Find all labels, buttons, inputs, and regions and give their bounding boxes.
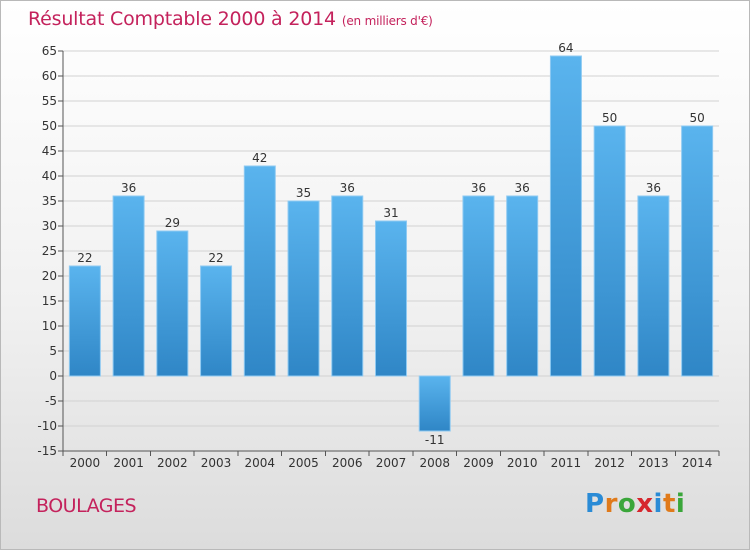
y-tick-label: 50 — [42, 119, 57, 133]
logo-letter: x — [636, 489, 654, 519]
y-tick-label: 10 — [42, 319, 57, 333]
y-tick-label: -5 — [45, 394, 57, 408]
data-label-2009: 36 — [471, 181, 486, 195]
bar-2013 — [637, 195, 670, 377]
data-label-2010: 36 — [515, 181, 530, 195]
x-tick-label-2000: 2000 — [70, 456, 101, 470]
data-label-2000: 22 — [77, 251, 92, 265]
y-tick-label: 65 — [42, 44, 57, 58]
bar-2004 — [243, 165, 276, 377]
chart-title-main: Résultat Comptable 2000 à 2014 — [28, 8, 336, 30]
logo-letter: P — [585, 489, 605, 519]
data-label-2003: 22 — [208, 251, 223, 265]
y-tick-label: 5 — [49, 344, 57, 358]
bar-2003 — [200, 265, 233, 377]
x-tick-label-2013: 2013 — [638, 456, 669, 470]
logo-letter: r — [604, 489, 618, 519]
x-tick-label-2008: 2008 — [419, 456, 450, 470]
bar-2011 — [549, 55, 582, 377]
logo-letter: t — [662, 489, 676, 519]
y-axis-ticks: -15 -10 -5 0 5 10 15 20 25 30 35 40 45 50 55 60 65 — [37, 44, 719, 458]
x-tick-label-2010: 2010 — [507, 456, 538, 470]
data-label-2013: 36 — [646, 181, 661, 195]
bar-2012 — [593, 125, 626, 377]
data-label-2008: -11 — [425, 433, 445, 447]
x-tick-label-2012: 2012 — [594, 456, 625, 470]
bar-2008 — [418, 375, 451, 432]
bar-2009 — [462, 195, 495, 377]
y-tick-label: 15 — [42, 294, 57, 308]
data-label-2005: 35 — [296, 186, 311, 200]
y-tick-label: 25 — [42, 244, 57, 258]
data-label-2001: 36 — [121, 181, 136, 195]
y-tick-label: 60 — [42, 69, 57, 83]
bar-2002 — [156, 230, 189, 377]
bar-2014 — [681, 125, 714, 377]
y-tick-label: 40 — [42, 169, 57, 183]
y-tick-label: 30 — [42, 219, 57, 233]
x-tick-label-2005: 2005 — [288, 456, 319, 470]
bar-2005 — [287, 200, 320, 377]
y-tick-label: 45 — [42, 144, 57, 158]
y-tick-label: 0 — [49, 369, 57, 383]
x-axis-ticks: 2000 2001 2002 2003 2004 2005 2006 2007 2008 2009… — [62, 451, 720, 470]
data-labels: 22 36 29 22 42 35 36 31 -11 36 36 64 50 36 50 — [77, 41, 705, 447]
chart-subtitle: (en milliers d'€) — [341, 14, 433, 28]
x-tick-label-2002: 2002 — [157, 456, 188, 470]
logo-letter: i — [653, 489, 663, 519]
data-label-2007: 31 — [383, 206, 398, 220]
data-label-2014: 50 — [689, 111, 704, 125]
y-tick-label: 55 — [42, 94, 57, 108]
data-label-2006: 36 — [340, 181, 355, 195]
x-tick-label-2011: 2011 — [551, 456, 582, 470]
y-tick-label: -10 — [37, 419, 57, 433]
chart-title: Résultat Comptable 2000 à 2014 (en millie… — [28, 8, 433, 30]
y-tick-label: -15 — [37, 444, 57, 458]
bar-2010 — [506, 195, 539, 377]
logo-letter: i — [675, 489, 686, 519]
x-tick-label-2001: 2001 — [113, 456, 144, 470]
data-label-2011: 64 — [558, 41, 573, 55]
bar-2006 — [331, 195, 364, 377]
bar-2007 — [375, 220, 407, 377]
data-label-2002: 29 — [165, 216, 180, 230]
x-tick-label-2006: 2006 — [332, 456, 363, 470]
bars — [68, 55, 714, 432]
x-tick-label-2003: 2003 — [201, 456, 232, 470]
bar-2001 — [112, 195, 145, 377]
data-label-2004: 42 — [252, 151, 267, 165]
bar-2000 — [68, 265, 101, 377]
x-tick-label-2004: 2004 — [245, 456, 276, 470]
proxiti-logo: Proxiti — [585, 489, 685, 519]
y-tick-label: 20 — [42, 269, 57, 283]
data-label-2012: 50 — [602, 111, 617, 125]
logo-letter: o — [617, 489, 637, 519]
x-tick-label-2009: 2009 — [463, 456, 494, 470]
y-tick-label: 35 — [42, 194, 57, 208]
x-tick-label-2007: 2007 — [376, 456, 407, 470]
commune-name: BOULAGES — [36, 495, 137, 517]
x-tick-label-2014: 2014 — [682, 456, 713, 470]
